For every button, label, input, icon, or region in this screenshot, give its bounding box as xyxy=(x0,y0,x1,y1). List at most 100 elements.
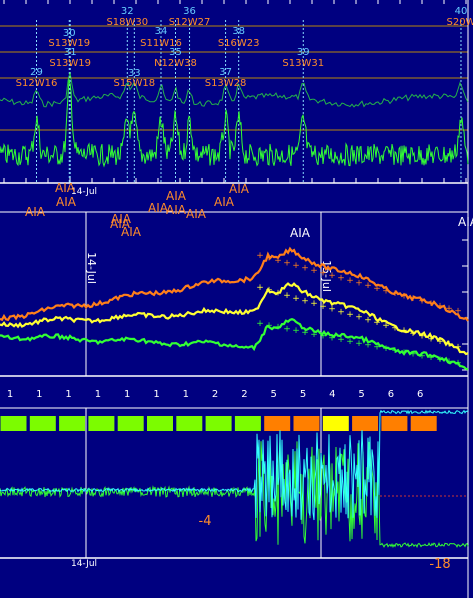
flare-series-upper xyxy=(0,72,469,108)
aia-label: AIA xyxy=(111,212,132,226)
xray-marker: + xyxy=(319,302,327,312)
xray-marker: + xyxy=(454,359,462,369)
xray-series-orange xyxy=(0,246,469,322)
region-location: S13W28 xyxy=(205,78,247,89)
aia-label: AIA xyxy=(56,195,77,209)
xray-marker: + xyxy=(391,289,399,299)
region-number: 36 xyxy=(183,6,196,17)
xray-marker: + xyxy=(346,276,354,286)
kp-value: 4 xyxy=(329,389,335,400)
xray-marker: + xyxy=(382,286,390,296)
xray-marker: + xyxy=(400,291,408,301)
region-location: S13W19 xyxy=(48,38,90,49)
kp-bar xyxy=(88,416,115,431)
xray-marker: + xyxy=(391,346,399,356)
xray-series-yellow xyxy=(0,282,469,356)
xray-marker: + xyxy=(418,351,426,361)
aia-label: AIA xyxy=(214,195,235,209)
kp-bar xyxy=(381,416,408,431)
xray-marker: + xyxy=(283,324,291,334)
mag-series-cyan xyxy=(0,409,469,521)
kp-value: 5 xyxy=(300,389,306,400)
region-number: 34 xyxy=(155,26,168,37)
xray-marker: + xyxy=(391,324,399,334)
mag-series-green xyxy=(0,441,469,549)
region-location: S13W31 xyxy=(282,58,324,69)
kp-bar xyxy=(0,416,27,431)
aia-label: AIA xyxy=(166,203,187,217)
kp-bar xyxy=(410,416,437,431)
aia-label: AIA xyxy=(186,207,207,221)
xray-marker: + xyxy=(355,279,363,289)
xray-marker: + xyxy=(454,342,462,352)
kp-value: 1 xyxy=(95,389,101,400)
kp-bar xyxy=(29,416,56,431)
date-label-lower: 14-Jul xyxy=(71,559,97,569)
kp-bar xyxy=(234,416,261,431)
region-location: S12W16 xyxy=(16,78,58,89)
kp-value: 6 xyxy=(388,389,394,400)
xray-marker: + xyxy=(283,259,291,269)
aia-label: AIA xyxy=(25,205,46,219)
xray-marker: + xyxy=(445,304,453,314)
xray-marker: + xyxy=(319,269,327,279)
xray-marker: + xyxy=(382,344,390,354)
aia-label: AIA xyxy=(110,217,131,231)
xray-marker: + xyxy=(436,355,444,365)
region-location: S18W30 xyxy=(106,17,148,28)
xray-marker: + xyxy=(355,313,363,323)
xray-marker: + xyxy=(301,328,309,338)
xray-marker: + xyxy=(256,251,264,261)
xray-marker: + xyxy=(337,335,345,345)
region-number: 30 xyxy=(63,28,76,39)
region-location: S16W23 xyxy=(218,38,260,49)
xray-marker: + xyxy=(301,297,309,307)
aia-label: AIA xyxy=(55,181,76,195)
kp-value: 1 xyxy=(65,389,71,400)
region-location: S20W xyxy=(446,17,473,28)
xray-marker: + xyxy=(418,332,426,342)
xray-marker: + xyxy=(283,291,291,301)
region-location: S15W18 xyxy=(113,78,155,89)
kp-bar xyxy=(147,416,173,431)
xray-series-green xyxy=(0,318,469,371)
xray-marker: + xyxy=(346,310,354,320)
aia-label: AIA xyxy=(166,189,187,203)
xray-marker: + xyxy=(265,286,273,296)
xray-marker: + xyxy=(274,288,282,298)
date-label: 14-Jul xyxy=(71,187,97,197)
xray-marker: + xyxy=(364,315,372,325)
xray-marker: + xyxy=(328,271,336,281)
aia-label: AIA xyxy=(121,225,142,239)
region-number: 38 xyxy=(232,26,245,37)
aia-panel-label: AIA xyxy=(290,226,311,240)
value-annotation: -4 xyxy=(199,514,212,529)
kp-value: 1 xyxy=(183,389,189,400)
xray-marker: + xyxy=(373,284,381,294)
xray-marker: + xyxy=(292,294,300,304)
kp-bar xyxy=(176,416,203,431)
region-location: S11W16 xyxy=(140,38,182,49)
xray-marker: + xyxy=(364,281,372,291)
xray-marker: + xyxy=(427,299,435,309)
xray-marker: + xyxy=(310,330,318,340)
kp-value: 1 xyxy=(124,389,130,400)
region-number: 35 xyxy=(169,47,182,58)
xray-marker: + xyxy=(310,299,318,309)
kp-bar xyxy=(117,416,144,431)
xray-marker: + xyxy=(346,337,354,347)
xray-marker: + xyxy=(409,329,417,339)
xray-marker: + xyxy=(373,318,381,328)
region-number: 32 xyxy=(121,6,134,17)
xray-marker: + xyxy=(409,350,417,360)
region-number: 31 xyxy=(64,47,77,58)
region-number: 39 xyxy=(297,47,310,58)
region-location: S12W27 xyxy=(169,17,211,28)
xray-marker: + xyxy=(274,323,282,333)
flare-series-lower xyxy=(0,79,469,168)
aia-label: AIA xyxy=(148,201,169,215)
xray-marker: + xyxy=(400,348,408,358)
kp-bar xyxy=(205,416,232,431)
kp-value: 2 xyxy=(212,389,218,400)
xray-marker: + xyxy=(310,266,318,276)
